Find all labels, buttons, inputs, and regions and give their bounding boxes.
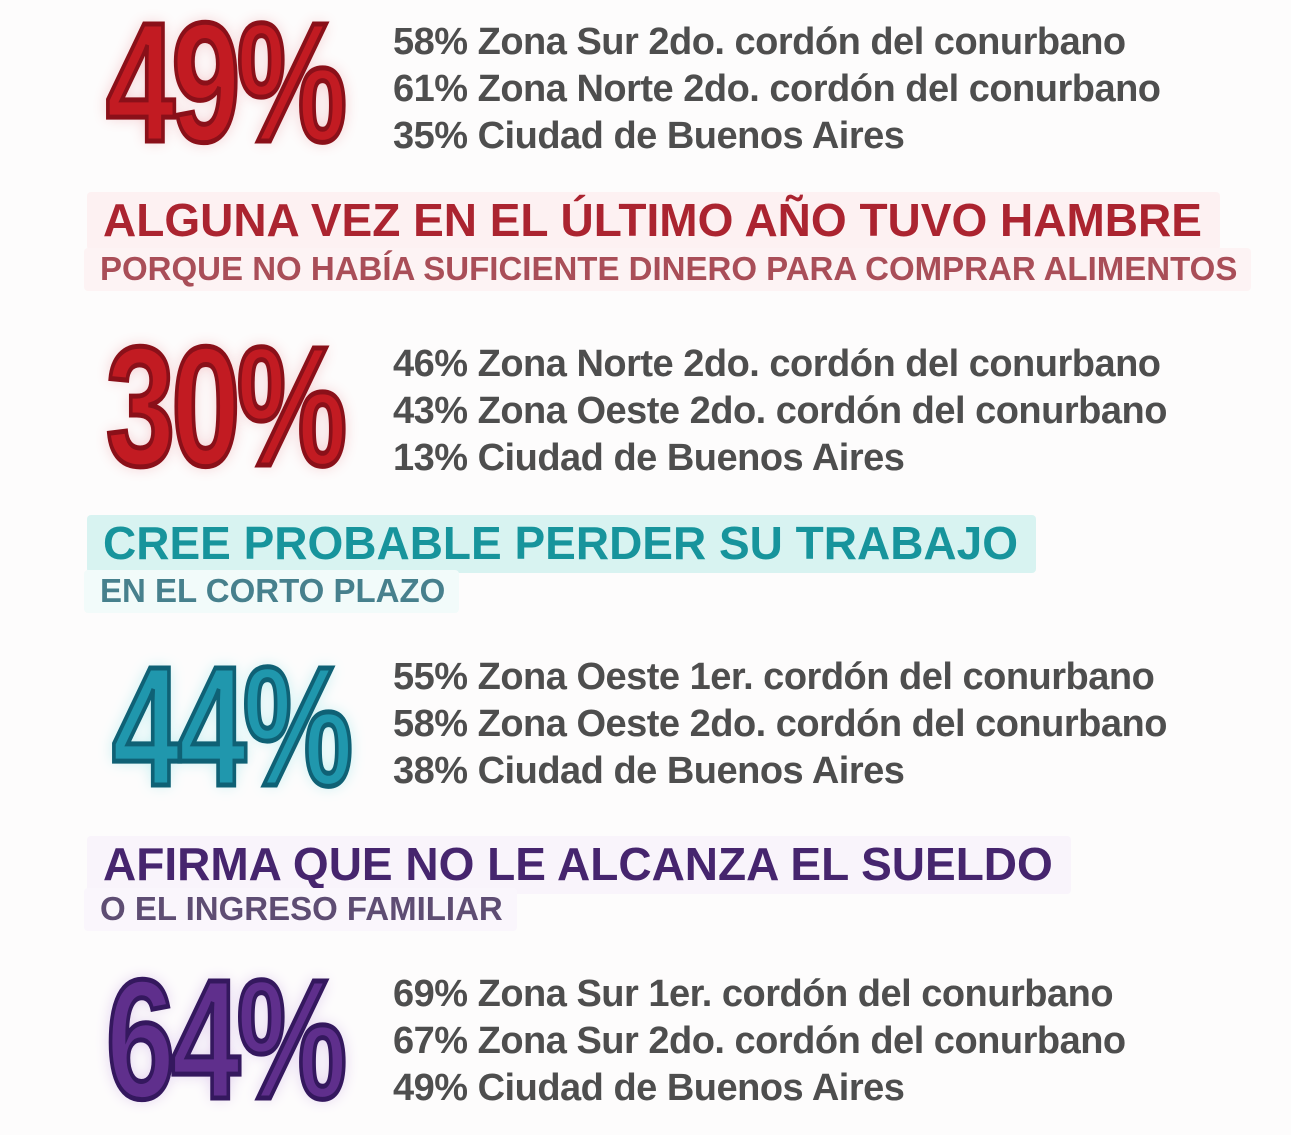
- breakdown-line: 38% Ciudad de Buenos Aires: [393, 750, 905, 792]
- stat-value-44: 44%: [110, 632, 355, 822]
- section-title-sueldo: AFIRMA QUE NO LE ALCANZA EL SUELDO: [87, 836, 1071, 894]
- breakdown-line: 43% Zona Oeste 2do. cordón del conurbano: [393, 390, 1167, 432]
- breakdown-line: 69% Zona Sur 1er. cordón del conurbano: [393, 973, 1114, 1015]
- breakdown-line: 49% Ciudad de Buenos Aires: [393, 1067, 905, 1109]
- stat-breakdown-64: 69% Zona Sur 1er. cordón del conurbano 6…: [393, 971, 1126, 1112]
- breakdown-line: 55% Zona Oeste 1er. cordón del conurbano: [393, 656, 1155, 698]
- stat-breakdown-44: 55% Zona Oeste 1er. cordón del conurbano…: [393, 654, 1167, 795]
- breakdown-line: 61% Zona Norte 2do. cordón del conurbano: [393, 68, 1161, 110]
- stat-breakdown-30: 46% Zona Norte 2do. cordón del conurbano…: [393, 341, 1167, 482]
- breakdown-line: 58% Zona Sur 2do. cordón del conurbano: [393, 21, 1126, 63]
- breakdown-line: 67% Zona Sur 2do. cordón del conurbano: [393, 1020, 1126, 1062]
- breakdown-line: 58% Zona Oeste 2do. cordón del conurbano: [393, 703, 1167, 745]
- breakdown-line: 35% Ciudad de Buenos Aires: [393, 115, 905, 157]
- stat-value-64: 64%: [104, 945, 349, 1135]
- breakdown-line: 46% Zona Norte 2do. cordón del conurbano: [393, 343, 1161, 385]
- stat-value-49: 49%: [104, 0, 349, 178]
- stat-breakdown-49: 58% Zona Sur 2do. cordón del conurbano 6…: [393, 19, 1161, 160]
- breakdown-line: 13% Ciudad de Buenos Aires: [393, 437, 905, 479]
- section-subtitle-trabajo: EN EL CORTO PLAZO: [84, 570, 460, 613]
- section-title-hambre: ALGUNA VEZ EN EL ÚLTIMO AÑO TUVO HAMBRE: [87, 192, 1220, 250]
- section-subtitle-hambre: PORQUE NO HABÍA SUFICIENTE DINERO PARA C…: [84, 248, 1252, 291]
- section-title-trabajo: CREE PROBABLE PERDER SU TRABAJO: [87, 515, 1036, 573]
- section-subtitle-sueldo: O EL INGRESO FAMILIAR: [84, 888, 517, 931]
- stat-value-30: 30%: [104, 312, 349, 502]
